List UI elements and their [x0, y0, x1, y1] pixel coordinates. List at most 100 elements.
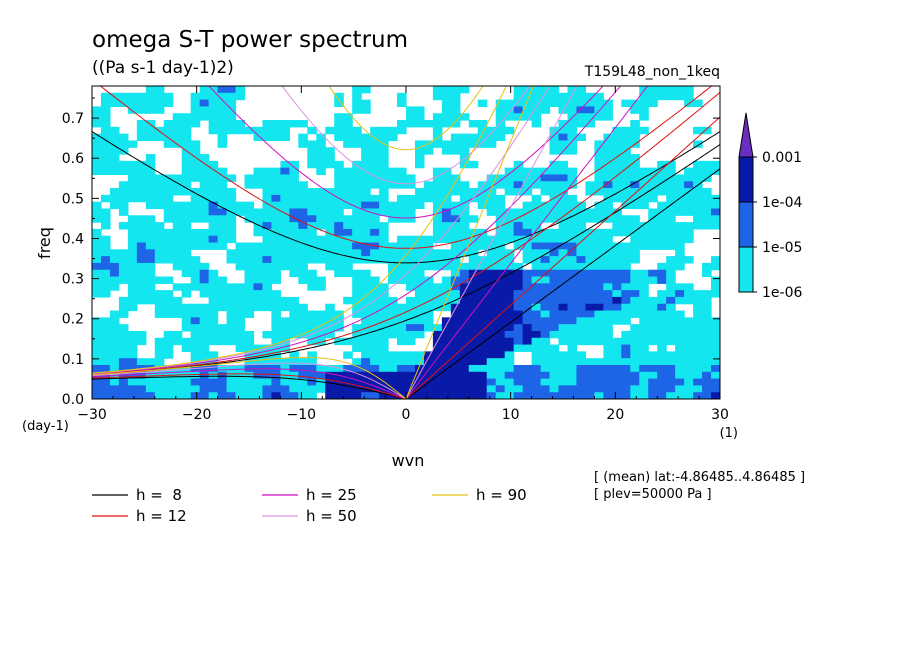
heatmap-cell — [361, 392, 371, 399]
heatmap-cell — [190, 310, 201, 318]
heatmap-cell — [450, 378, 461, 386]
heatmap-cell — [100, 269, 111, 278]
heatmap-cell — [702, 208, 712, 216]
heatmap-cell — [441, 181, 452, 189]
heatmap-cell — [136, 242, 147, 250]
heatmap-cell — [307, 215, 317, 223]
heatmap-cell — [127, 392, 138, 399]
heatmap-cell — [594, 201, 604, 210]
heatmap-cell — [253, 269, 264, 278]
heatmap-cell — [343, 181, 353, 189]
heatmap-cell — [702, 126, 712, 135]
heatmap-cell — [253, 358, 264, 366]
heatmap-cell — [217, 371, 228, 380]
heatmap-cell — [352, 296, 362, 305]
heatmap-cell — [388, 364, 398, 373]
heatmap-cell — [693, 378, 703, 386]
heatmap-cell — [495, 303, 506, 312]
heatmap-cell — [217, 86, 228, 94]
heatmap-cell — [693, 330, 703, 339]
heatmap-cell — [423, 392, 434, 399]
heatmap-cell — [127, 174, 138, 182]
heatmap-cell — [118, 385, 129, 393]
heatmap-cell — [621, 181, 631, 189]
heatmap-cell — [271, 242, 281, 250]
heatmap-cell — [648, 310, 658, 318]
heatmap-cell — [504, 222, 515, 230]
heatmap-cell — [522, 235, 533, 244]
heatmap-cell — [181, 215, 192, 223]
heatmap-cell — [450, 337, 461, 346]
heatmap-cell — [406, 174, 416, 182]
heatmap-cell — [414, 269, 425, 278]
heatmap-cell — [585, 385, 595, 393]
heatmap-cell — [666, 317, 676, 325]
heatmap-cell — [334, 160, 344, 169]
heatmap-cell — [594, 324, 604, 332]
heatmap-cell — [379, 358, 389, 366]
heatmap-cell — [711, 344, 720, 352]
heatmap-cell — [154, 126, 165, 135]
heatmap-cell — [504, 276, 515, 284]
heatmap-cell — [271, 208, 281, 216]
heatmap-cell — [343, 337, 353, 346]
heatmap-cell — [459, 133, 470, 142]
heatmap-cell — [208, 174, 219, 182]
heatmap-cell — [432, 344, 443, 352]
heatmap-cell — [217, 283, 228, 291]
heatmap-cell — [621, 256, 631, 264]
heatmap-cell — [441, 330, 452, 339]
heatmap-cell — [639, 351, 649, 359]
heatmap-cell — [414, 147, 425, 155]
heatmap-cell — [540, 351, 551, 359]
heatmap-cell — [423, 249, 434, 257]
heatmap-cell — [397, 337, 407, 346]
heatmap-cell — [145, 154, 156, 162]
heatmap-cell — [190, 201, 201, 210]
heatmap-cell — [262, 276, 273, 284]
heatmap-cell — [540, 242, 551, 250]
heatmap-cell — [639, 188, 649, 196]
heatmap-cell — [388, 181, 398, 189]
heatmap-cell — [163, 290, 174, 298]
heatmap-cell — [558, 296, 569, 305]
heatmap-cell — [576, 256, 587, 264]
heatmap-cell — [432, 140, 443, 148]
heatmap-cell — [289, 120, 299, 128]
heatmap-cell — [522, 215, 533, 223]
heatmap-cell — [558, 290, 569, 298]
heatmap-cell — [567, 303, 578, 312]
heatmap-cell — [639, 283, 649, 291]
heatmap-cell — [253, 392, 264, 399]
heatmap-cell — [136, 296, 147, 305]
heatmap-cell — [298, 317, 308, 325]
heatmap-cell — [468, 392, 479, 399]
heatmap-cell — [235, 303, 246, 312]
heatmap-cell — [639, 392, 649, 399]
heatmap-cell — [217, 140, 228, 148]
heatmap-cell — [262, 296, 273, 305]
heatmap-cell — [118, 208, 129, 216]
heatmap-cell — [657, 242, 667, 250]
heatmap-cell — [459, 188, 470, 196]
heatmap-cell — [208, 283, 219, 291]
heatmap-cell — [468, 385, 479, 393]
heatmap-cell — [468, 330, 479, 339]
heatmap-cell — [540, 235, 551, 244]
heatmap-cell — [558, 337, 569, 346]
heatmap-cell — [549, 194, 560, 203]
heatmap-cell — [693, 215, 703, 223]
heatmap-cell — [325, 154, 335, 162]
heatmap-cell — [450, 140, 461, 148]
heatmap-cell — [262, 358, 273, 366]
heatmap-cell — [253, 378, 264, 386]
heatmap-cell — [630, 181, 640, 189]
heatmap-cell — [486, 140, 497, 148]
heatmap-cell — [432, 222, 443, 230]
heatmap-cell — [576, 283, 587, 291]
heatmap-cell — [513, 310, 524, 318]
heatmap-cell — [145, 283, 156, 291]
heatmap-cell — [477, 269, 488, 278]
heatmap-cell — [307, 126, 317, 135]
